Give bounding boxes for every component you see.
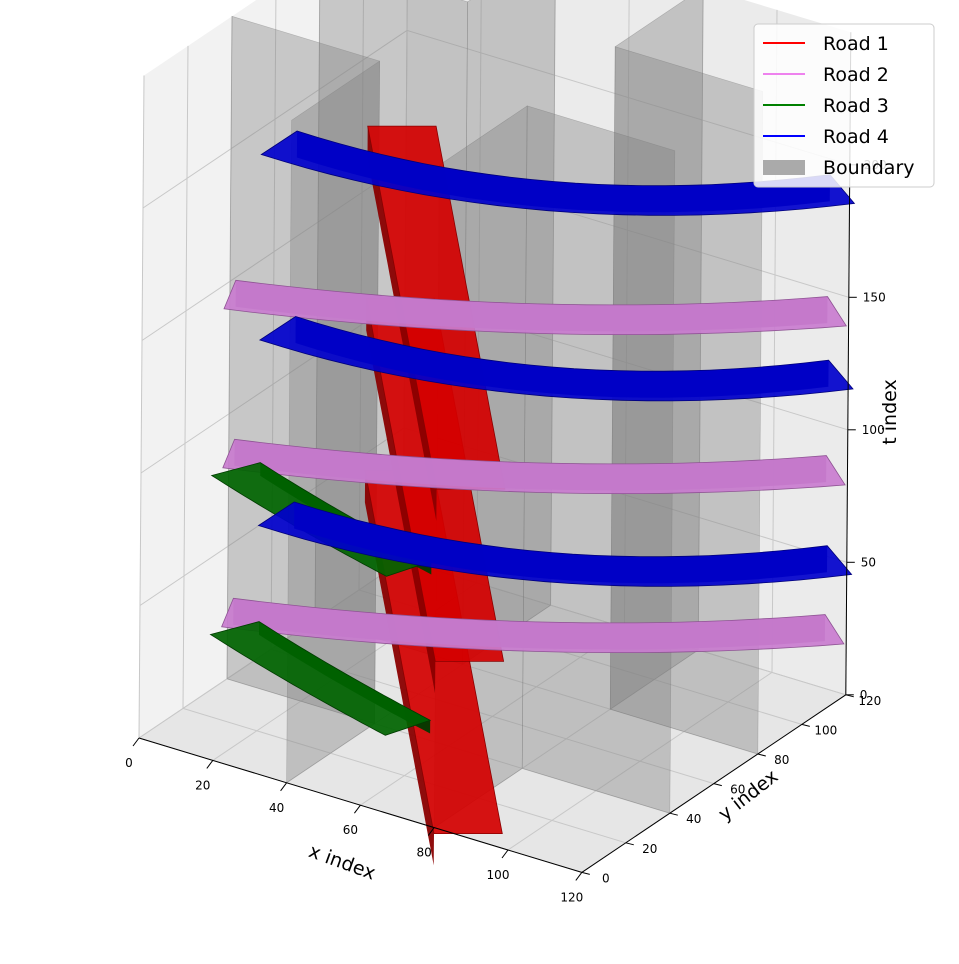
- x-tick-40: [280, 782, 288, 792]
- road-top-road-4-1: [257, 501, 853, 587]
- road-top-road-4-3: [260, 130, 856, 216]
- x-tick-label-80: 80: [417, 846, 432, 860]
- y-tick-100: [801, 723, 810, 727]
- y-tick-60: [713, 783, 722, 787]
- y-tick-label-120: 120: [858, 694, 881, 708]
- t-tick-label-100: 100: [862, 423, 885, 437]
- x-tick-label-40: 40: [269, 801, 284, 815]
- x-tick-80: [427, 827, 435, 836]
- gridline-t-200: [142, 29, 850, 209]
- road-top-road-3-1: [209, 621, 432, 736]
- x-axis-label: x index: [306, 840, 379, 884]
- x-tick-60: [353, 804, 361, 814]
- t-axis-label: t index: [879, 379, 901, 444]
- x-tick-label-100: 100: [487, 868, 510, 882]
- x-tick-0: [132, 737, 140, 747]
- road-top-road-4-2: [258, 316, 854, 402]
- road-top-road-2-1: [221, 597, 845, 653]
- legend-frame: [753, 23, 935, 188]
- voxel-volume: [209, 0, 856, 866]
- legend-swatch-boundary: [763, 160, 805, 175]
- t-tick-label-0: 0: [860, 688, 868, 702]
- x-tick-label-20: 20: [195, 778, 210, 792]
- y-tick-80: [757, 753, 766, 757]
- legend-label-boundary: Boundary: [823, 157, 915, 179]
- y-tick-0: [581, 871, 590, 875]
- legend-label-road-4: Road 4: [823, 126, 889, 148]
- y-tick-label-60: 60: [730, 783, 745, 797]
- boundary-plane-4: [609, 0, 704, 710]
- t-tick-label-50: 50: [861, 555, 876, 569]
- legend-label-road-2: Road 2: [823, 64, 889, 86]
- x-tick-20: [206, 760, 214, 769]
- x-tick-label-120: 120: [560, 890, 583, 904]
- legend: Road 1 Road 2 Road 3 Road 4 Boundary: [753, 23, 935, 188]
- t-tick-label-150: 150: [863, 290, 886, 304]
- road-side-road-1-2: [366, 298, 436, 694]
- x-tick-label-0: 0: [125, 756, 133, 770]
- x-tick-100: [501, 849, 509, 859]
- road-top-road-2-3: [223, 279, 847, 336]
- y-tick-label-100: 100: [814, 723, 837, 737]
- y-tick-40: [669, 812, 678, 816]
- legend-label-road-3: Road 3: [823, 95, 889, 117]
- road-top-road-2-2: [222, 438, 846, 495]
- y-tick-20: [625, 842, 634, 846]
- y-tick-label-40: 40: [686, 812, 701, 826]
- y-tick-label-0: 0: [602, 871, 610, 885]
- x-tick-120: [575, 872, 583, 881]
- y-tick-label-20: 20: [642, 842, 657, 856]
- legend-label-road-1: Road 1: [823, 33, 889, 55]
- x-tick-label-60: 60: [343, 823, 358, 837]
- y-tick-label-80: 80: [774, 753, 789, 767]
